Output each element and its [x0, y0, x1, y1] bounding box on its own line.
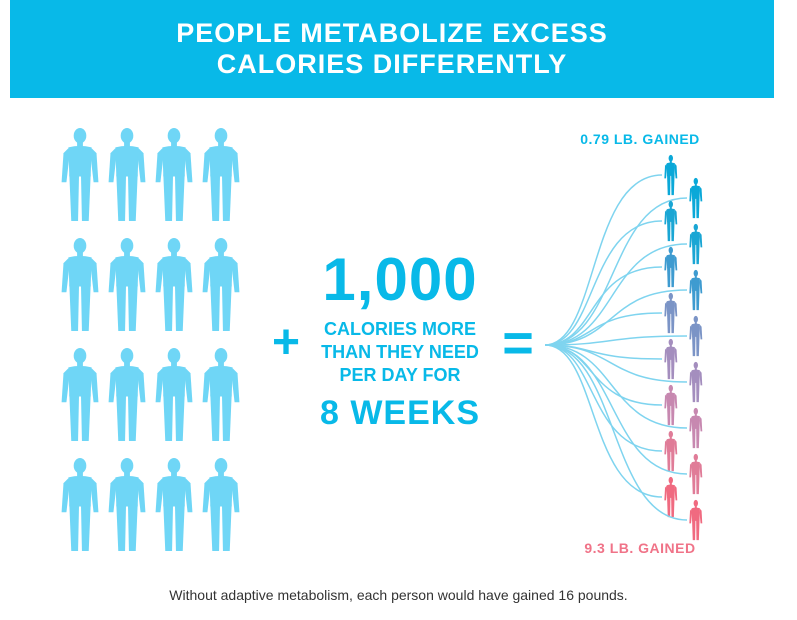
connector-line: [544, 174, 663, 346]
person-icon: [150, 126, 198, 223]
person-icon: [664, 246, 678, 288]
person-icon: [664, 476, 678, 518]
person-icon: [664, 200, 678, 242]
duration: 8 WEEKS: [319, 394, 481, 432]
person-icon: [56, 236, 104, 333]
person-icon: [664, 292, 678, 334]
person-icon: [689, 453, 703, 495]
calorie-surplus-block: 1,000 CALORIES MORE THAN THEY NEED PER D…: [290, 248, 510, 433]
person-icon: [689, 315, 703, 357]
person-icon: [689, 361, 703, 403]
person-icon: [197, 236, 245, 333]
person-icon: [103, 456, 151, 553]
person-icon: [197, 456, 245, 553]
connector-line: [544, 243, 688, 346]
person-icon: [664, 384, 678, 426]
person-icon: [664, 154, 678, 196]
min-gain-label: 0.79 LB. GAINED: [580, 131, 700, 147]
person-icon: [103, 346, 151, 443]
person-icon: [689, 223, 703, 265]
connector-line: [544, 344, 663, 498]
page-title: PEOPLE METABOLIZE EXCESS CALORIES DIFFER…: [176, 18, 608, 79]
person-icon: [56, 346, 104, 443]
person-icon: [56, 456, 104, 553]
footnote: Without adaptive metabolism, each person…: [169, 587, 628, 603]
plus-sign: +: [271, 316, 301, 369]
connector-line: [544, 344, 688, 429]
person-icon: [689, 177, 703, 219]
connector-line: [544, 335, 688, 346]
person-icon: [664, 338, 678, 380]
calorie-amount: 1,000: [322, 246, 478, 313]
connector-line: [544, 344, 688, 475]
calorie-description: CALORIES MORE THAN THEY NEED PER DAY FOR: [321, 319, 479, 385]
person-icon: [689, 499, 703, 541]
max-gain-label: 9.3 LB. GAINED: [584, 540, 696, 556]
connector-line: [544, 312, 663, 346]
connector-line: [544, 344, 688, 521]
person-icon: [150, 456, 198, 553]
person-icon: [664, 430, 678, 472]
person-icon: [197, 126, 245, 223]
people-group: [56, 126, 256, 566]
connector-line: [544, 344, 663, 452]
person-icon: [103, 236, 151, 333]
connector-line: [544, 220, 663, 346]
equals-sign: =: [502, 313, 534, 373]
person-icon: [103, 126, 151, 223]
connector-line: [544, 266, 663, 346]
connector-line: [544, 344, 688, 383]
person-icon: [56, 126, 104, 223]
person-icon: [150, 346, 198, 443]
person-icon: [197, 346, 245, 443]
person-icon: [150, 236, 198, 333]
title-banner: PEOPLE METABOLIZE EXCESS CALORIES DIFFER…: [10, 0, 774, 98]
person-icon: [689, 269, 703, 311]
person-icon: [689, 407, 703, 449]
